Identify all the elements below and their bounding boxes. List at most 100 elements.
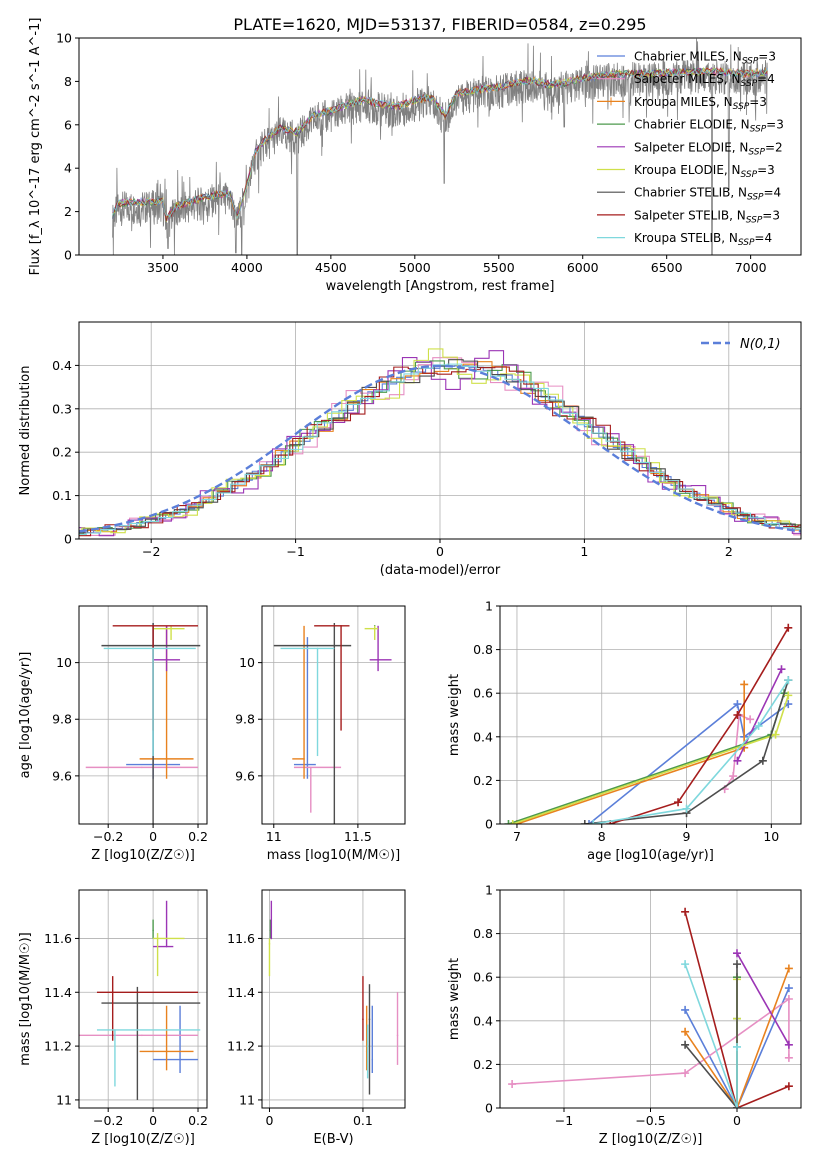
weight-marker xyxy=(733,756,742,765)
panel-age_vs_Z: −0.2 0 0.2 9.6 9.8 10 Z [log10(Z/Z☉)] age [log1… xyxy=(18,605,208,863)
y-tick-label: 0.4 xyxy=(52,358,72,373)
legend-nssp: =3 xyxy=(757,163,775,177)
legend-model: Salpeter STELIB, N xyxy=(634,208,746,222)
data-point xyxy=(141,766,143,769)
legend-subscript: SSP xyxy=(741,170,758,180)
weight-line xyxy=(684,963,738,1108)
data-point xyxy=(396,1034,399,1037)
weight-marker xyxy=(733,700,742,709)
x-tick-label: 2 xyxy=(725,544,733,559)
y-tick-label: 0.1 xyxy=(52,488,72,503)
x-tick-label: −1 xyxy=(286,544,304,559)
weight-marker xyxy=(740,680,749,689)
legend-model: Salpeter MILES, N xyxy=(634,72,741,86)
legend-nssp: =3 xyxy=(766,118,784,132)
axes-frame xyxy=(499,605,802,825)
data-point xyxy=(179,1058,181,1061)
weight-marker xyxy=(758,756,767,765)
axes-frame xyxy=(78,37,802,256)
x-axis-label: Z [log10(Z/Z☉)] xyxy=(599,1132,703,1147)
x-axis-label: age [log10(age/yr)] xyxy=(587,848,714,863)
legend-label: Chabrier STELIB, NSSP=4 xyxy=(634,186,781,203)
y-tick-label: 0 xyxy=(485,817,493,832)
y-tick-label: 1 xyxy=(485,883,493,898)
axes-residuals: −2 −1 0 1 2 0 0.1 0.2 0.3 0.4 (data-model)/error No… xyxy=(18,321,802,578)
plot-area-weight_vs_Z xyxy=(508,907,793,1108)
data-point xyxy=(165,1050,168,1053)
axes-age_vs_Z: −0.2 0 0.2 9.6 9.8 10 Z [log10(Z/Z☉)] age [log1… xyxy=(18,605,208,863)
spectrum-data-line xyxy=(112,38,768,255)
legend-label: Salpeter STELIB, NSSP=3 xyxy=(634,208,780,225)
weight-marker xyxy=(589,820,598,824)
axes-weight_vs_age: 7 8 9 10 0 0.2 0.4 0.6 0.8 1 age [log10(age/yr)] ma… xyxy=(447,599,802,863)
weight-line xyxy=(584,679,790,824)
weight-marker xyxy=(771,730,780,739)
y-tick-label: 0.2 xyxy=(473,773,493,788)
axes-frame xyxy=(78,889,208,1109)
data-point xyxy=(368,1018,371,1020)
legend-nssp: =3 xyxy=(758,50,776,64)
x-tick-label: 0 xyxy=(149,1113,157,1128)
plot-area-residuals xyxy=(79,348,801,537)
weight-marker xyxy=(732,1104,741,1108)
weight-marker xyxy=(784,691,793,700)
y-tick-label: 0.8 xyxy=(473,642,493,657)
y-tick-label: 0.3 xyxy=(52,401,72,416)
x-tick-label: 4000 xyxy=(231,260,263,275)
data-point xyxy=(362,1018,364,1020)
residuals-legend: N(0,1) xyxy=(701,337,781,352)
y-tick-label: 0.2 xyxy=(52,445,72,460)
y-tick-label: 9.6 xyxy=(52,768,72,783)
weight-line xyxy=(684,911,790,1108)
data-point xyxy=(316,647,319,650)
panel-age_vs_mass: 11 11.5 9.6 9.8 10 mass [log10(M/M☉)] xyxy=(235,605,406,863)
weight-line xyxy=(609,627,789,824)
data-point xyxy=(333,644,336,647)
axes-frame xyxy=(261,889,406,1109)
x-tick-label: −0.5 xyxy=(635,1113,665,1128)
weight-marker xyxy=(681,907,690,916)
x-tick-label: −2 xyxy=(142,544,160,559)
x-tick-label: −0.2 xyxy=(93,829,123,844)
legend-model: Kroupa ELODIE, N xyxy=(634,163,741,177)
weight-marker xyxy=(585,820,594,824)
weight-marker xyxy=(504,820,513,824)
axes-weight_vs_Z: −1 −0.5 0 0 0.2 0.4 0.6 0.8 1 Z [log10(Z/Z☉)] mass… xyxy=(447,883,802,1147)
weight-marker xyxy=(682,804,691,813)
y-tick-label: 11.6 xyxy=(44,931,72,946)
y-tick-label: 0.2 xyxy=(473,1057,493,1072)
y-tick-label: 2 xyxy=(64,204,72,219)
legend-label: Salpeter MILES, NSSP=4 xyxy=(634,72,775,89)
y-tick-label: 1 xyxy=(485,599,493,614)
y-tick-label: 0.4 xyxy=(473,729,493,744)
legend-model: Salpeter ELODIE, N xyxy=(634,140,748,154)
legend-nssp: =4 xyxy=(757,72,775,86)
plot-area-mass_vs_EBV xyxy=(268,900,399,1095)
weight-marker xyxy=(784,1082,793,1091)
plot-area-spectrum xyxy=(112,38,768,255)
legend-model: Kroupa MILES, N xyxy=(634,95,733,109)
axes-spectrum: 3500 4000 4500 5000 5500 6000 6500 7000 0 2 4 6 8 10 w… xyxy=(28,18,802,294)
weight-marker xyxy=(784,984,793,993)
weight-marker xyxy=(777,665,786,674)
y-axis-label: Flux [f_λ 10^-17 erg cm^-2 s^-1 A^-1] xyxy=(28,18,43,276)
weight-marker xyxy=(732,960,741,969)
y-tick-label: 6 xyxy=(64,117,72,132)
y-tick-label: 10 xyxy=(56,31,72,46)
panel-weight_vs_age: 7 8 9 10 0 0.2 0.4 0.6 0.8 1 age [log10(age/yr)] ma… xyxy=(447,599,802,863)
weight-line xyxy=(684,964,738,1108)
x-tick-label: 7 xyxy=(513,829,521,844)
plot-area-weight_vs_age xyxy=(504,623,793,824)
x-tick-label: −0.2 xyxy=(93,1113,123,1128)
y-tick-label: 11.2 xyxy=(227,1039,255,1054)
weight-marker xyxy=(508,1080,517,1089)
weight-marker xyxy=(784,676,793,685)
x-axis-label: Z [log10(Z/Z☉)] xyxy=(91,1132,195,1147)
y-tick-label: 0.6 xyxy=(473,970,493,985)
legend-label: Kroupa MILES, NSSP=3 xyxy=(634,95,767,112)
spectrum-model-line xyxy=(112,66,768,222)
data-point xyxy=(152,647,154,650)
data-point xyxy=(165,658,168,661)
legend-subscript: SSP xyxy=(747,193,764,203)
